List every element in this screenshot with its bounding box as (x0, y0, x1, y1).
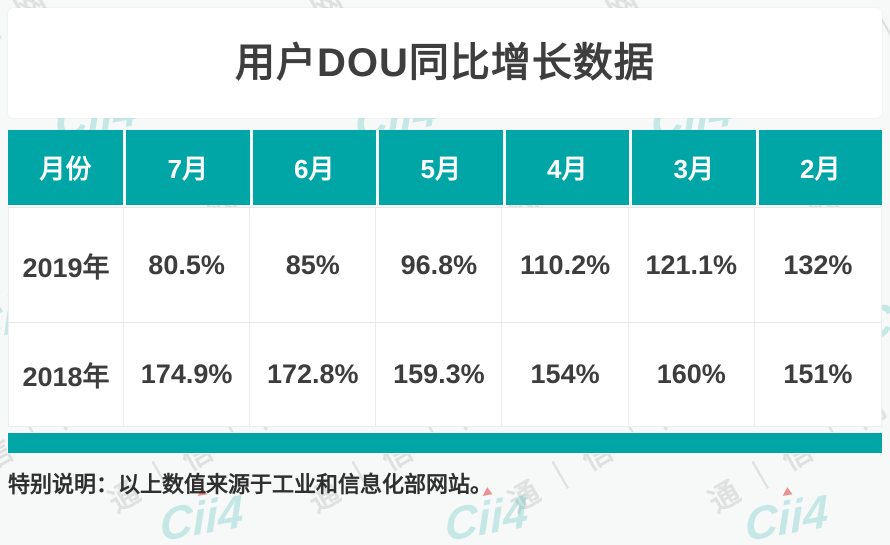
value-2019-apr: 110.2% (502, 208, 629, 322)
value-2018-jul: 174.9% (124, 323, 251, 426)
table-row-2019: 2019年 80.5% 85% 96.8% 110.2% 121.1% 132% (8, 207, 882, 322)
column-header-june: 6月 (252, 130, 376, 205)
column-header-month: 月份 (8, 130, 123, 205)
value-2019-jul: 80.5% (124, 208, 251, 322)
table-header-row: 月份 7月 6月 5月 4月 3月 2月 (8, 130, 882, 205)
title-card: 用户DOU同比增长数据 (8, 8, 882, 118)
column-header-july: 7月 (126, 130, 250, 205)
value-2019-jun: 85% (250, 208, 377, 322)
column-header-march: 3月 (632, 130, 756, 205)
value-2019-may: 96.8% (376, 208, 503, 322)
footer-note: 特别说明：以上数值来源于工业和信息化部网站。 (8, 472, 493, 497)
row-label-2018: 2018年 (9, 323, 124, 426)
column-header-april: 4月 (505, 130, 629, 205)
accent-bar (8, 433, 882, 453)
value-2018-may: 159.3% (376, 323, 503, 426)
value-2018-feb: 151% (783, 359, 853, 389)
value-2018-jun: 172.8% (250, 323, 377, 426)
column-header-may: 5月 (379, 130, 503, 205)
table-row-2018: 2018年 174.9% 172.8% 159.3% 154% 160% 151… (8, 322, 882, 427)
value-2018-apr: 154% (502, 323, 629, 426)
value-2019-feb: 132% (783, 249, 853, 280)
page-title: 用户DOU同比增长数据 (235, 41, 655, 85)
column-header-february: 2月 (758, 130, 882, 205)
row-label-2019: 2019年 (9, 208, 124, 322)
value-2018-mar: 160% (629, 323, 755, 426)
value-2019-mar: 121.1% (629, 208, 755, 322)
